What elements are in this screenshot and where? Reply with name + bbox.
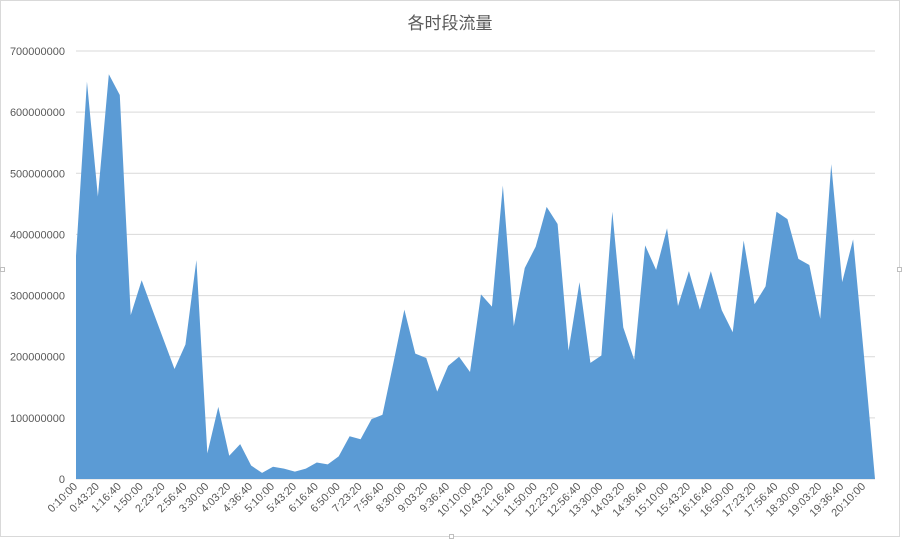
y-axis-tick-labels: 0 100000000 200000000 300000000 400000000 500… [10,46,65,486]
x-axis-tick-labels: 0:10:000:43:201:16:401:50:002:23:202:56:… [46,481,868,520]
y-tick-label: 600000000 [10,107,65,119]
y-tick-label: 300000000 [10,291,65,303]
y-tick-label: 100000000 [10,413,65,425]
y-tick-label: 200000000 [10,352,65,364]
y-tick-label: 400000000 [10,229,65,241]
y-tick-label: 0 [59,474,65,486]
y-tick-label: 500000000 [10,168,65,180]
y-tick-label: 700000000 [10,46,65,58]
area-series [76,74,875,479]
chart-title: 各时段流量 [408,14,493,34]
resize-handle-left[interactable] [0,267,5,272]
